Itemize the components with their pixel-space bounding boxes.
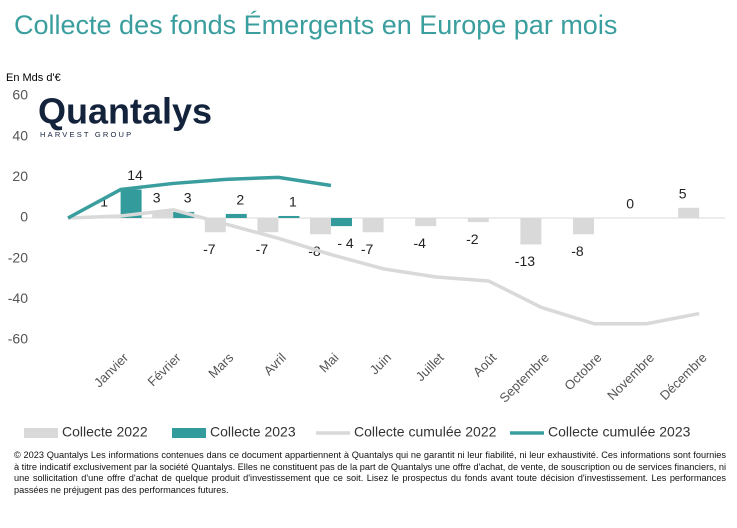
- x-tick-label: Novembre: [604, 350, 657, 403]
- logo-tagline: HARVEST GROUP: [40, 130, 133, 139]
- legend-label: Collecte 2022: [62, 424, 148, 440]
- data-label: -7: [361, 241, 374, 257]
- data-label: -7: [256, 241, 269, 257]
- x-tick-label: Janvier: [91, 349, 132, 390]
- bar: [520, 218, 542, 245]
- bar: [678, 207, 700, 218]
- y-tick-label: 20: [12, 168, 28, 184]
- y-tick-label: -40: [8, 290, 28, 306]
- legend-label: Collecte 2023: [210, 424, 296, 440]
- chart: Collecte des fonds Émergents en Europe p…: [6, 10, 725, 440]
- data-label: 1: [289, 194, 297, 210]
- data-label: -4: [413, 235, 426, 251]
- bar: [573, 218, 594, 235]
- y-axis-label: En Mds d'€: [6, 72, 61, 84]
- y-tick-label: 40: [12, 127, 28, 143]
- disclaimer: © 2023 Quantalys Les informations conten…: [14, 450, 726, 495]
- x-tick-label: Février: [145, 349, 185, 389]
- data-label: 5: [679, 186, 687, 202]
- bar: [467, 218, 489, 223]
- data-label: 3: [184, 190, 192, 206]
- data-label: -7: [203, 241, 216, 257]
- chart-title: Collecte des fonds Émergents en Europe p…: [14, 10, 617, 40]
- x-tick-label: Juin: [367, 350, 394, 377]
- y-tick-label: -20: [8, 249, 28, 265]
- y-tick-label: 0: [20, 209, 28, 225]
- data-label: 3: [153, 190, 161, 206]
- data-label: 2: [236, 192, 244, 208]
- x-tick-label: Septembre: [496, 350, 552, 406]
- data-label: -2: [466, 231, 479, 247]
- data-label: 0: [626, 196, 634, 212]
- bar: [415, 218, 437, 227]
- bar: [225, 213, 247, 218]
- legend-swatch: [24, 428, 58, 438]
- y-tick-label: 60: [12, 87, 28, 103]
- bar: [257, 218, 279, 233]
- bar: [310, 218, 331, 235]
- line: [67, 175, 332, 220]
- legend-label: Collecte cumulée 2022: [354, 424, 497, 440]
- bar: [152, 211, 174, 218]
- bar: [331, 218, 352, 227]
- data-label: 14: [127, 167, 143, 183]
- x-tick-label: Juillet: [413, 350, 447, 384]
- x-tick-label: Août: [470, 350, 500, 380]
- bar: [173, 211, 195, 218]
- legend-swatch: [172, 428, 206, 438]
- bar: [120, 189, 142, 218]
- x-tick-label: Décembre: [657, 350, 710, 403]
- y-tick-label: -60: [8, 331, 28, 347]
- bar: [362, 218, 384, 233]
- legend-label: Collecte cumulée 2023: [548, 424, 691, 440]
- data-label: -13: [515, 253, 535, 269]
- x-tick-label: Octobre: [561, 350, 604, 393]
- data-label: -8: [571, 243, 584, 259]
- x-tick-label: Mars: [205, 350, 236, 381]
- data-label: - 4: [337, 235, 354, 251]
- bar: [278, 215, 300, 218]
- x-tick-label: Avril: [261, 350, 289, 378]
- line: [67, 208, 700, 326]
- logo-name: Quantalys: [38, 91, 212, 132]
- data-label: 1: [100, 194, 108, 210]
- x-tick-label: Mai: [316, 350, 341, 375]
